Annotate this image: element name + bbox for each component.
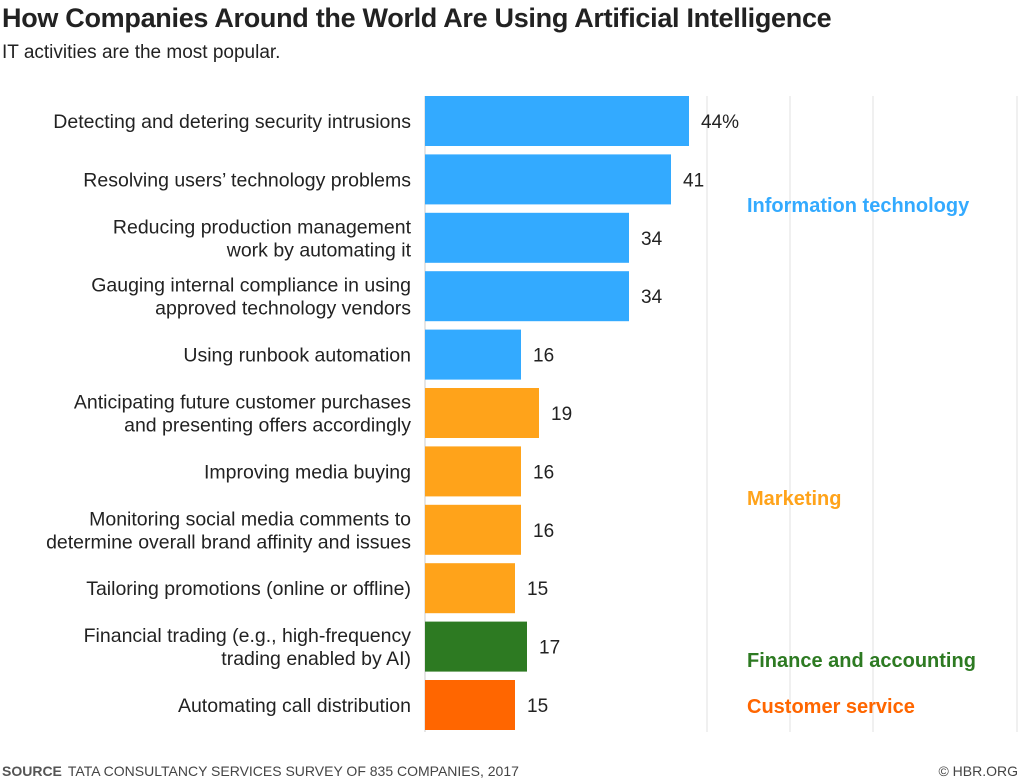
bar-4	[425, 329, 521, 380]
chart-subtitle: IT activities are the most popular.	[2, 42, 281, 63]
group-label-2: Finance and accounting	[747, 650, 976, 672]
value-label-1: 41	[683, 170, 704, 191]
category-label-4: Using runbook automation	[183, 345, 411, 367]
bar-chart: Detecting and detering security intrusio…	[46, 96, 1018, 732]
category-label-5: Anticipating future customer purchases an…	[74, 392, 411, 437]
value-labels: 44% 41 34 34 16 19 16 16 15 17 15	[527, 112, 739, 717]
value-label-8: 15	[527, 579, 548, 600]
category-label-8: Tailoring promotions (online or offline)	[86, 578, 411, 600]
group-label-3: Customer service	[747, 696, 915, 718]
category-label-3: Gauging internal compliance in using appr…	[91, 275, 411, 320]
bar-10	[425, 680, 515, 730]
group-labels: Information technology Marketing Finance a…	[747, 195, 976, 718]
bar-0	[425, 96, 689, 146]
group-label-1: Marketing	[747, 488, 841, 510]
source-text: TATA CONSULTANCY SERVICES SURVEY OF 835 …	[67, 763, 519, 779]
value-label-7: 16	[533, 521, 554, 542]
bars	[425, 96, 689, 730]
bar-5	[425, 388, 539, 438]
value-label-2: 34	[641, 229, 663, 250]
category-label-10: Automating call distribution	[178, 695, 411, 717]
category-label-0: Detecting and detering security intrusio…	[53, 111, 411, 133]
bar-9	[425, 621, 527, 672]
value-label-9: 17	[539, 638, 560, 659]
source-label: SOURCE	[2, 763, 62, 779]
group-label-0: Information technology	[747, 195, 970, 217]
bar-1	[425, 154, 671, 205]
chart-title: How Companies Around the World Are Using…	[2, 3, 832, 33]
value-label-3: 34	[641, 287, 663, 308]
category-label-9: Financial trading (e.g., high-frequency t…	[84, 625, 412, 670]
category-label-6: Improving media buying	[204, 461, 411, 483]
bar-3	[425, 271, 629, 322]
value-label-4: 16	[533, 346, 554, 367]
bar-8	[425, 563, 515, 614]
bar-6	[425, 446, 521, 497]
category-label-1: Resolving users’ technology problems	[83, 169, 411, 191]
value-label-0: 44%	[701, 112, 739, 133]
value-label-10: 15	[527, 696, 548, 717]
value-label-6: 16	[533, 462, 554, 483]
value-label-5: 19	[551, 404, 572, 425]
copyright: © HBR.ORG	[938, 763, 1018, 779]
category-label-7: Monitoring social media comments to deter…	[46, 508, 411, 553]
category-labels: Detecting and detering security intrusio…	[46, 111, 412, 717]
category-label-2: Reducing production management work by au…	[113, 216, 412, 261]
source-note: SOURCE TATA CONSULTANCY SERVICES SURVEY O…	[2, 763, 519, 779]
bar-2	[425, 212, 629, 263]
bar-7	[425, 504, 521, 555]
